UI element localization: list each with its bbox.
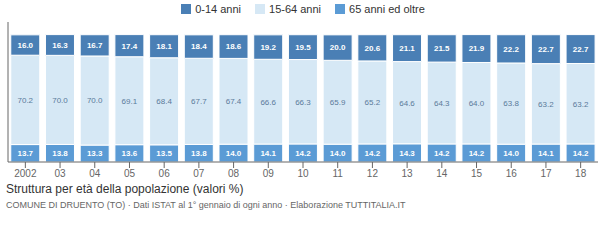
svg-text:18.1: 18.1 [156,42,172,51]
svg-text:18.4: 18.4 [191,42,207,51]
svg-text:14.0: 14.0 [330,149,346,158]
svg-text:13.7: 13.7 [17,149,33,158]
svg-text:64.0: 64.0 [469,99,485,108]
html-text:COMUNE DI DRUENTO (TO) · Dati: COMUNE DI DRUENTO (TO) · Dati ISTAT al 1… [6,200,406,210]
svg-text:07: 07 [193,168,205,179]
svg-text:08: 08 [228,168,240,179]
svg-text:14: 14 [436,168,448,179]
svg-text:67.4: 67.4 [226,97,242,106]
svg-text:22.7: 22.7 [573,45,589,54]
svg-text:09: 09 [263,168,275,179]
svg-text:20.6: 20.6 [365,44,381,53]
svg-text:16.3: 16.3 [52,41,68,50]
svg-text:13.3: 13.3 [87,149,103,158]
svg-text:22.2: 22.2 [503,45,519,54]
svg-text:20.0: 20.0 [330,43,346,52]
svg-text:70.0: 70.0 [52,96,68,105]
svg-text:03: 03 [54,168,66,179]
svg-text:18.6: 18.6 [226,42,242,51]
svg-text:17.4: 17.4 [122,42,138,51]
svg-text:2002: 2002 [14,168,37,179]
svg-text:11: 11 [333,168,344,179]
svg-text:22.7: 22.7 [538,45,554,54]
svg-text:14.2: 14.2 [434,149,450,158]
svg-text:13.5: 13.5 [156,149,172,158]
svg-text:14.2: 14.2 [295,149,311,158]
svg-text:65.9: 65.9 [330,98,346,107]
svg-text:13.6: 13.6 [122,149,138,158]
html-text:Struttura per età della popola: Struttura per età della popolazione (val… [6,182,244,196]
svg-text:10: 10 [297,168,309,179]
svg-text:14.1: 14.1 [260,149,276,158]
svg-text:14.0: 14.0 [226,149,242,158]
svg-text:64.3: 64.3 [434,99,450,108]
svg-text:68.4: 68.4 [156,97,172,106]
svg-text:14.0: 14.0 [503,149,519,158]
svg-text:14.1: 14.1 [538,149,554,158]
html-text:15-64 anni: 15-64 anni [269,3,321,15]
svg-text:14.3: 14.3 [399,149,415,158]
svg-text:66.6: 66.6 [260,98,276,107]
svg-text:65.2: 65.2 [365,98,381,107]
svg-text:06: 06 [159,168,171,179]
svg-text:70.2: 70.2 [17,96,33,105]
svg-text:14.2: 14.2 [365,149,381,158]
svg-text:66.3: 66.3 [295,98,311,107]
svg-text:16.0: 16.0 [17,41,33,50]
svg-text:63.2: 63.2 [573,100,589,109]
svg-text:18: 18 [575,168,587,179]
svg-text:69.1: 69.1 [122,97,138,106]
svg-text:14.2: 14.2 [469,149,485,158]
svg-text:17: 17 [540,168,552,179]
svg-text:70.0: 70.0 [87,96,103,105]
svg-text:04: 04 [89,168,101,179]
svg-text:15: 15 [471,168,483,179]
svg-text:13.8: 13.8 [191,149,207,158]
svg-text:05: 05 [124,168,136,179]
svg-text:12: 12 [367,168,379,179]
svg-text:14.2: 14.2 [573,149,589,158]
html-text:0-14 anni: 0-14 anni [195,3,241,15]
svg-text:19.2: 19.2 [260,43,276,52]
svg-text:13: 13 [402,168,414,179]
svg-text:21.5: 21.5 [434,44,450,53]
svg-text:64.6: 64.6 [399,99,415,108]
svg-text:21.9: 21.9 [469,44,485,53]
svg-text:19.5: 19.5 [295,43,311,52]
svg-text:16: 16 [506,168,518,179]
html-text:65 anni ed oltre: 65 anni ed oltre [349,3,425,15]
svg-text:13.8: 13.8 [52,149,68,158]
svg-text:16.7: 16.7 [87,41,103,50]
svg-text:67.7: 67.7 [191,97,207,106]
svg-text:63.2: 63.2 [538,100,554,109]
svg-text:63.8: 63.8 [503,99,519,108]
svg-text:21.1: 21.1 [399,44,415,53]
